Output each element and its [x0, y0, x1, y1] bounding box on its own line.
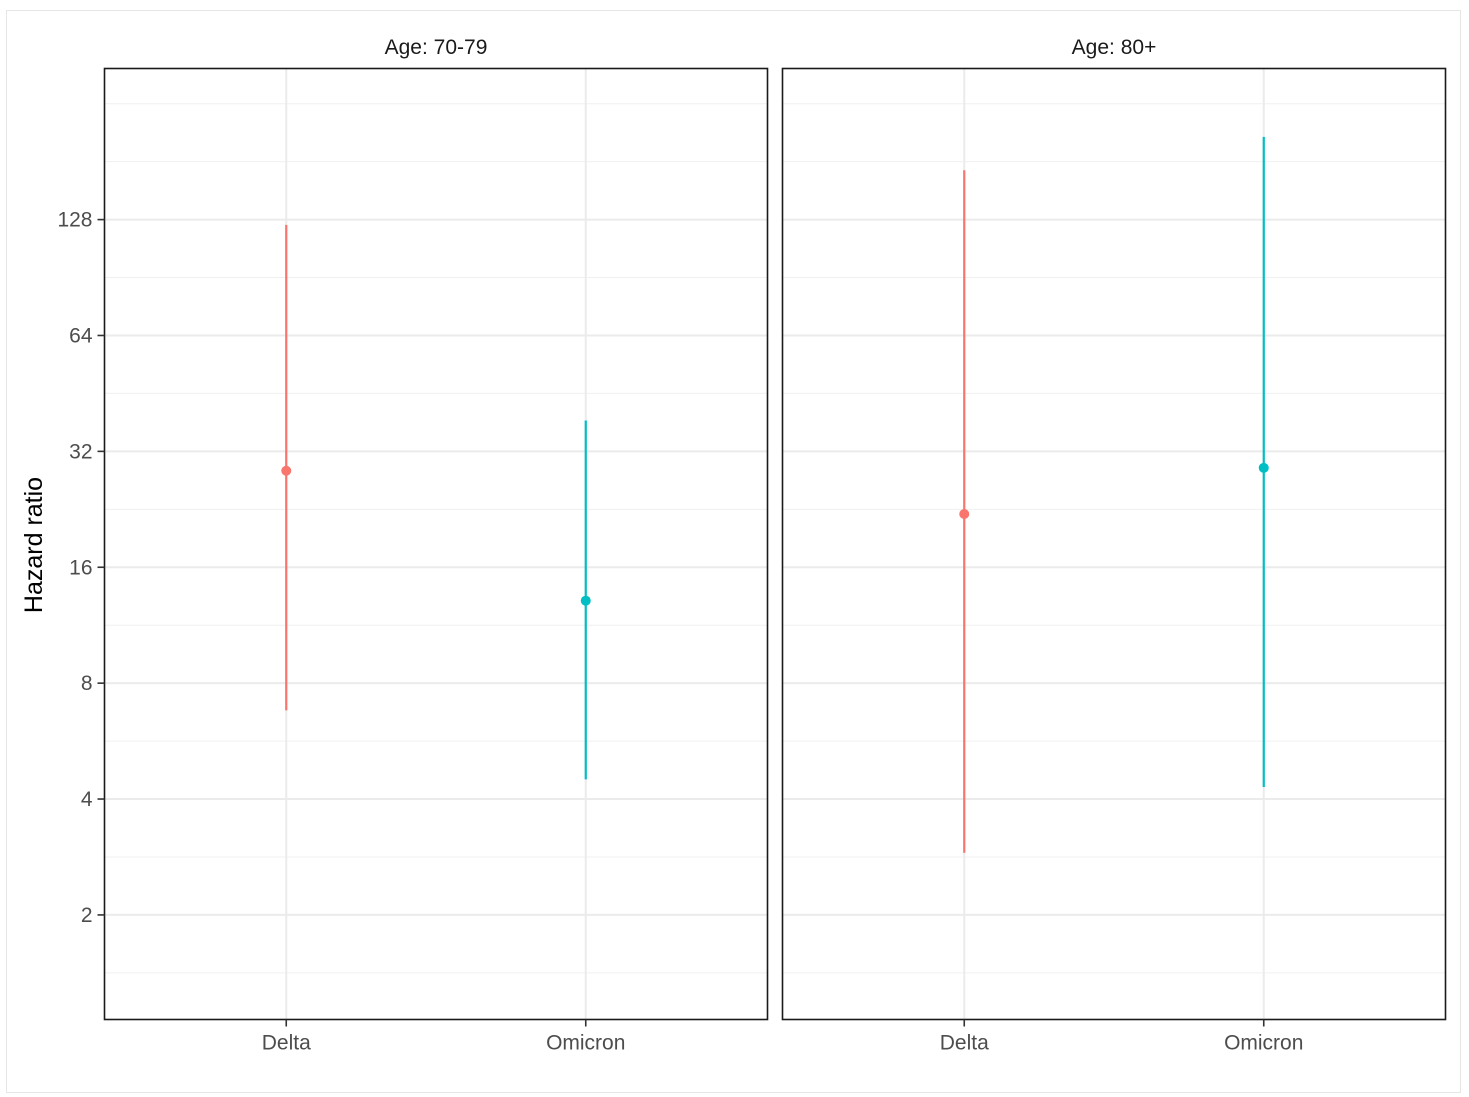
- panel-1: Age: 70-79 Delta Omicron: [103, 36, 769, 1055]
- panel-2: Age: 80+ Delta Omicron: [781, 36, 1447, 1055]
- y-tick-label: 8: [81, 672, 93, 695]
- point-omicron: [1258, 462, 1269, 473]
- y-axis-title: Hazard ratio: [20, 477, 48, 613]
- y-tick-label: 16: [69, 556, 92, 579]
- y-axis: 2 4 8 16 32 64 128: [57, 209, 105, 927]
- y-tick-label: 2: [81, 904, 93, 927]
- panel-background: [782, 68, 1446, 1020]
- panels-layer: Age: 70-79 Delta Omicron Age: 80+ Delta Omicr…: [103, 36, 1447, 1055]
- x-tick-label: Omicron: [546, 1032, 625, 1055]
- panel-border: [103, 67, 769, 1021]
- x-tick-label: Omicron: [1224, 1032, 1303, 1055]
- point-omicron: [580, 595, 591, 606]
- point-delta: [281, 465, 292, 476]
- point-delta: [959, 509, 970, 520]
- y-tick-label: 128: [57, 209, 92, 232]
- panel-title: Age: 80+: [1072, 36, 1157, 59]
- x-tick-label: Delta: [940, 1032, 989, 1055]
- panel-border: [781, 67, 1447, 1021]
- y-tick-label: 32: [69, 440, 92, 463]
- panel-title: Age: 70-79: [385, 36, 488, 59]
- panel-background: [104, 68, 768, 1020]
- y-tick-label: 64: [69, 324, 93, 347]
- x-tick-label: Delta: [262, 1032, 311, 1055]
- y-tick-label: 4: [81, 788, 93, 811]
